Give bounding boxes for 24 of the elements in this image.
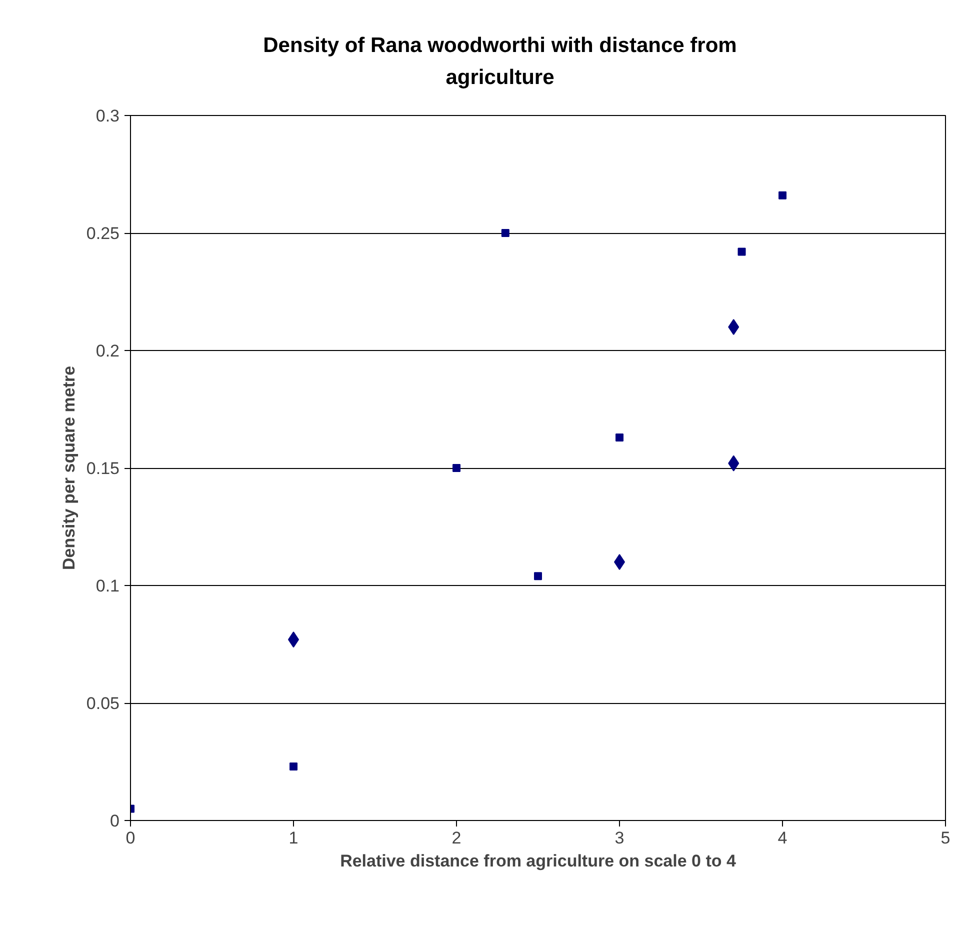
- y-tick-label: 0.1: [96, 576, 120, 596]
- x-tick-label: 3: [614, 828, 624, 848]
- point: [534, 572, 542, 580]
- point: [778, 191, 786, 200]
- y-tick-label: 0: [110, 812, 120, 830]
- point: [452, 464, 460, 472]
- point: [738, 248, 746, 256]
- y-tick-label: 0.2: [96, 342, 120, 360]
- chart-title: Density of Rana woodworthi with distance from agriculture: [262, 33, 738, 90]
- point: [501, 229, 510, 237]
- point: [616, 433, 624, 442]
- x-tick-label: 0: [126, 828, 136, 848]
- point: [728, 319, 740, 335]
- x-tick-label: 2: [452, 828, 462, 848]
- x-tick-label: 5: [940, 828, 950, 848]
- x-tick-label: 4: [778, 828, 788, 848]
- y-tick-label: 0.3: [96, 106, 120, 126]
- x-axis-title: Relative distance from agriculture on scale 0 to 4: [340, 852, 736, 870]
- y-axis-title: Density per square metre: [59, 366, 78, 570]
- y-tick-label: 0.25: [86, 224, 120, 243]
- point: [290, 762, 298, 770]
- y-tick-label: 0.15: [86, 459, 120, 478]
- y-tick-label: 0.05: [86, 694, 120, 713]
- x-tick-label: 1: [288, 828, 298, 848]
